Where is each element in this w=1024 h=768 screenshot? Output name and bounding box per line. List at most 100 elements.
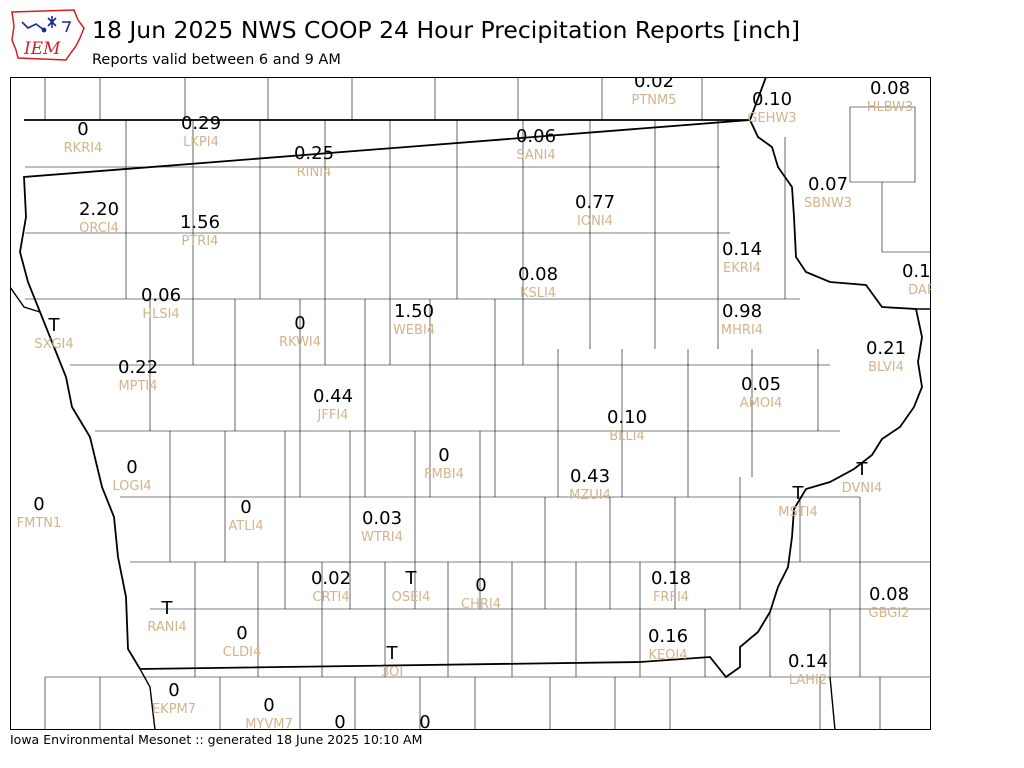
precip-value: 0 bbox=[240, 497, 251, 518]
station-id: GBGI2 bbox=[869, 606, 910, 621]
station-id: SBNW3 bbox=[804, 196, 852, 211]
station-id: MZUI4 bbox=[569, 488, 611, 503]
precip-value: 0.77 bbox=[575, 192, 615, 213]
precip-value: T bbox=[792, 483, 805, 504]
precip-value: 0 bbox=[419, 712, 430, 730]
station-id: RKRI4 bbox=[64, 141, 103, 156]
precip-value: T bbox=[386, 643, 399, 664]
station-id: RANI4 bbox=[147, 620, 186, 635]
station-id: HLSI4 bbox=[142, 307, 179, 322]
precip-value: 0.43 bbox=[570, 466, 610, 487]
station-id: ATLI4 bbox=[228, 519, 263, 534]
station-id: KEOI4 bbox=[648, 648, 687, 663]
precip-value: 0.08 bbox=[869, 584, 909, 605]
station-id: ORCI4 bbox=[79, 221, 119, 236]
station-id: RINI4 bbox=[297, 165, 332, 180]
precip-value: T bbox=[405, 568, 418, 589]
station-id: LOGI4 bbox=[112, 479, 151, 494]
station-id: GEHW3 bbox=[747, 111, 796, 126]
station-id: MPTI4 bbox=[118, 379, 157, 394]
station-id: IONI4 bbox=[577, 214, 613, 229]
precip-value: 0.02 bbox=[311, 568, 351, 589]
weather-symbol-icon bbox=[21, 16, 72, 33]
precip-value: 0 bbox=[263, 695, 274, 716]
precip-value: 0.02 bbox=[634, 77, 674, 92]
station-id: PTRI4 bbox=[182, 234, 219, 249]
precip-value: 0.10 bbox=[607, 407, 647, 428]
map-footer: Iowa Environmental Mesonet :: generated … bbox=[10, 732, 423, 747]
station-id: MYVM7 bbox=[245, 717, 293, 730]
map-title: 18 Jun 2025 NWS COOP 24 Hour Precipitati… bbox=[92, 16, 801, 44]
precip-value: 2.20 bbox=[79, 199, 119, 220]
precip-value: 0 bbox=[168, 680, 179, 701]
precip-value: 0 bbox=[236, 623, 247, 644]
station-id: OSEI4 bbox=[392, 590, 431, 605]
station-id: BLLI4 bbox=[609, 429, 645, 444]
precip-value: 0.98 bbox=[722, 301, 762, 322]
precip-value: T bbox=[161, 598, 174, 619]
station-id: SXGI4 bbox=[34, 337, 73, 352]
precip-value: 0 bbox=[126, 457, 137, 478]
dot-icon bbox=[41, 27, 47, 33]
neighbor-borders bbox=[10, 286, 931, 730]
station-id: FMBI4 bbox=[424, 467, 464, 482]
station-id: EKRI4 bbox=[723, 261, 761, 276]
precip-value: T bbox=[856, 459, 869, 480]
station-id: MSTI4 bbox=[778, 505, 818, 520]
station-id: DAR bbox=[908, 283, 931, 298]
precip-value: 0.08 bbox=[518, 264, 558, 285]
precip-value: 0 bbox=[475, 575, 486, 596]
precip-value: 0.08 bbox=[870, 78, 910, 99]
precip-value: T bbox=[48, 315, 61, 336]
logo-text: IEM bbox=[23, 39, 61, 59]
precip-value: 0.06 bbox=[141, 285, 181, 306]
precip-value: 0.06 bbox=[516, 126, 556, 147]
precip-value: 0.14 bbox=[902, 261, 931, 282]
precip-value: 0 bbox=[294, 313, 305, 334]
precip-value: 0.14 bbox=[722, 239, 762, 260]
station-id: JFFI4 bbox=[317, 408, 349, 423]
station-id: CLDI4 bbox=[223, 645, 261, 660]
precip-value: 0.22 bbox=[118, 357, 158, 378]
map-subtitle: Reports valid between 6 and 9 AM bbox=[92, 52, 341, 68]
precip-value: 0.07 bbox=[808, 174, 848, 195]
station-id: FMTN1 bbox=[17, 516, 62, 531]
station-id: CRTI4 bbox=[312, 590, 349, 605]
station-id: 3OI bbox=[381, 665, 403, 680]
map-frame bbox=[10, 77, 931, 730]
station-id: SANI4 bbox=[516, 148, 555, 163]
station-id: EKPM7 bbox=[152, 702, 196, 717]
precip-value: 0.44 bbox=[313, 386, 353, 407]
station-id: FRFI4 bbox=[653, 590, 689, 605]
precip-value: 0.25 bbox=[294, 143, 334, 164]
precip-value: 0.29 bbox=[181, 113, 221, 134]
precip-value: 1.56 bbox=[180, 212, 220, 233]
precip-value: 0 bbox=[334, 712, 345, 730]
precip-value: 0.18 bbox=[651, 568, 691, 589]
station-id: DVNI4 bbox=[842, 481, 883, 496]
station-id: WTRI4 bbox=[361, 530, 403, 545]
station-id: HLBW3 bbox=[867, 100, 914, 115]
station-id: AMOI4 bbox=[740, 396, 782, 411]
precip-value: 0 bbox=[33, 494, 44, 515]
precip-value: 0.05 bbox=[741, 374, 781, 395]
station-id: BLVI4 bbox=[868, 360, 904, 375]
precip-value: 0.14 bbox=[788, 651, 828, 672]
station-id: PTNM5 bbox=[632, 93, 677, 108]
precip-value: 0.10 bbox=[752, 89, 792, 110]
precip-value: 0 bbox=[77, 119, 88, 140]
station-id: RKWI4 bbox=[279, 335, 321, 350]
station-id: MHRI4 bbox=[721, 323, 763, 338]
station-id: CHRI4 bbox=[461, 597, 501, 612]
precip-value: 1.50 bbox=[394, 301, 434, 322]
precip-value: 0 bbox=[438, 445, 449, 466]
precip-value: 0.03 bbox=[362, 508, 402, 529]
station-id: LKPI4 bbox=[183, 135, 219, 150]
county-lines bbox=[25, 77, 931, 730]
station-id: KSLI4 bbox=[520, 286, 556, 301]
iem-logo: IEM bbox=[11, 9, 85, 61]
station-id: LAHI2 bbox=[789, 673, 827, 688]
station-id: WEBI4 bbox=[393, 323, 435, 338]
